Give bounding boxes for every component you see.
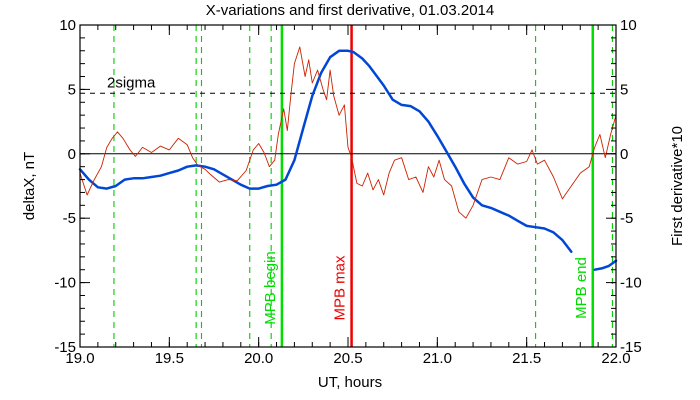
x-tick-label: 22.0: [601, 350, 630, 367]
y-left-tick-label: -5: [63, 210, 76, 227]
y-left-tick-label: -15: [54, 339, 76, 356]
y-right-tick-label: -5: [620, 210, 633, 227]
x-tick-label: 21.5: [512, 350, 541, 367]
sigma-threshold-label: 2sigma: [107, 74, 156, 91]
y-left-tick-label: 0: [68, 146, 76, 163]
x-tick-label: 19.0: [65, 350, 94, 367]
deltax-series-line: [78, 49, 618, 271]
y-left-tick-label: -10: [54, 275, 76, 292]
y-left-tick-label: 5: [68, 81, 76, 98]
y-right-tick-label: -15: [620, 339, 642, 356]
event-line-label-6: MPB max: [332, 255, 349, 321]
x-tick-label: 21.0: [423, 350, 452, 367]
derivative-series-line: [79, 46, 617, 219]
y-axis-label-left: deltaX, nT: [21, 152, 38, 220]
y-right-tick-label: 10: [620, 17, 637, 34]
event-line-label-8: MPB end: [573, 257, 590, 319]
x-axis-label: UT, hours: [318, 374, 382, 391]
y-right-tick-label: 0: [620, 146, 628, 163]
x-tick-label: 20.0: [244, 350, 273, 367]
x-tick-label: 20.5: [333, 350, 362, 367]
y-left-tick-label: 10: [59, 17, 76, 34]
y-right-tick-label: 5: [620, 81, 628, 98]
x-tick-label: 19.5: [155, 350, 184, 367]
chart-title: X-variations and first derivative, 01.03…: [206, 2, 495, 19]
event-line-label-5: MPB begin: [262, 251, 279, 324]
y-axis-label-right: First derivative*10: [669, 126, 686, 246]
y-right-tick-label: -10: [620, 275, 642, 292]
